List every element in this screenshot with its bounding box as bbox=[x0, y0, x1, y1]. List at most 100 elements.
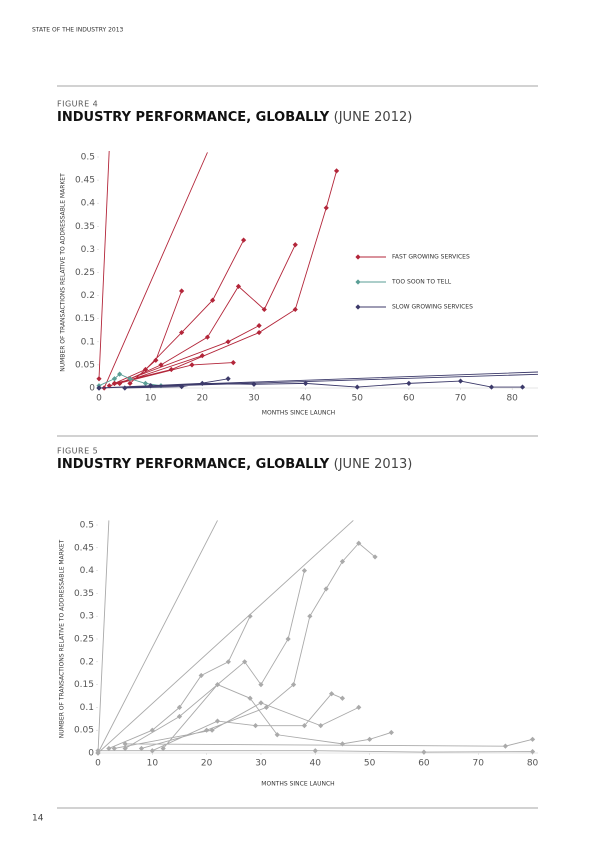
y-tick-label: 0.5 bbox=[81, 153, 95, 163]
title-text: INDUSTRY PERFORMANCE, GLOBALLY bbox=[57, 110, 330, 125]
x-tick-label: 10 bbox=[147, 759, 159, 769]
data-point bbox=[168, 366, 174, 373]
data-point bbox=[529, 749, 536, 755]
data-point bbox=[285, 636, 291, 642]
data-point bbox=[127, 380, 133, 386]
y-tick-label: 0.35 bbox=[75, 222, 95, 232]
legend-label: FAST GROWING SERVICES bbox=[392, 254, 470, 261]
data-point bbox=[301, 568, 308, 574]
data-point bbox=[261, 306, 267, 313]
data-point bbox=[106, 745, 112, 752]
legend-marker bbox=[355, 304, 361, 310]
data-point bbox=[198, 672, 204, 679]
x-tick-label: 20 bbox=[197, 394, 209, 404]
data-point bbox=[328, 691, 335, 697]
figure-label: FIGURE 4 bbox=[57, 100, 98, 109]
y-tick-label: 0.15 bbox=[75, 314, 95, 324]
y-tick-label: 0.2 bbox=[80, 657, 94, 667]
y-tick-label: 0.3 bbox=[81, 245, 95, 255]
data-point bbox=[149, 727, 155, 733]
data-point bbox=[274, 732, 280, 738]
data-point bbox=[204, 727, 210, 733]
y-tick-label: 0 bbox=[89, 384, 95, 394]
data-point bbox=[204, 334, 211, 340]
data-point bbox=[158, 362, 164, 368]
y-tick-label: 0.05 bbox=[74, 726, 94, 736]
x-tick-label: 60 bbox=[418, 759, 430, 769]
x-tick-label: 70 bbox=[473, 759, 485, 769]
data-point bbox=[339, 741, 346, 747]
data-point bbox=[263, 704, 269, 710]
y-tick-label: 0.4 bbox=[80, 566, 95, 576]
data-point bbox=[339, 695, 346, 701]
plot-area bbox=[95, 520, 536, 756]
data-point bbox=[122, 741, 128, 747]
data-point bbox=[96, 385, 102, 391]
data-point bbox=[230, 359, 236, 366]
data-point bbox=[179, 329, 185, 336]
data-point bbox=[301, 723, 308, 729]
y-tick-label: 0.25 bbox=[75, 268, 95, 278]
data-point bbox=[176, 713, 183, 720]
y-tick-label: 0.25 bbox=[74, 635, 94, 645]
figure-label: FIGURE 5 bbox=[57, 447, 98, 456]
data-point bbox=[117, 371, 123, 377]
y-axis-label: NUMBER OF TRANSACTIONS RELATIVE TO ADDRE… bbox=[59, 539, 66, 738]
data-point bbox=[502, 743, 509, 749]
title-note: (JUNE 2012) bbox=[334, 110, 413, 125]
data-point bbox=[160, 745, 166, 752]
data-point bbox=[189, 362, 195, 368]
data-point bbox=[148, 383, 154, 389]
data-point bbox=[225, 659, 231, 665]
data-point bbox=[225, 376, 231, 382]
y-tick-label: 0.05 bbox=[75, 360, 95, 370]
data-point bbox=[247, 613, 253, 619]
y-tick-label: 0.4 bbox=[81, 199, 96, 209]
data-point bbox=[529, 736, 536, 742]
y-tick-label: 0.35 bbox=[74, 589, 94, 599]
legend-marker bbox=[355, 279, 361, 285]
data-point bbox=[142, 366, 149, 373]
data-point bbox=[138, 745, 145, 752]
x-tick-label: 10 bbox=[145, 394, 157, 404]
x-tick-label: 30 bbox=[248, 394, 260, 404]
series-line bbox=[98, 373, 162, 387]
data-point bbox=[406, 380, 412, 386]
data-point bbox=[333, 168, 340, 174]
data-point bbox=[519, 384, 526, 390]
data-point bbox=[256, 329, 262, 336]
data-point bbox=[214, 718, 221, 724]
page-number: 14 bbox=[32, 814, 44, 824]
data-point bbox=[247, 695, 253, 701]
title-note: (JUNE 2013) bbox=[334, 457, 413, 472]
data-point bbox=[312, 748, 318, 754]
legend-label: SLOW GROWING SERVICES bbox=[392, 304, 473, 311]
data-point bbox=[225, 339, 231, 345]
data-point bbox=[199, 353, 205, 359]
data-point bbox=[96, 376, 102, 382]
y-tick-label: 0 bbox=[88, 749, 94, 759]
data-point bbox=[179, 384, 185, 390]
data-point bbox=[290, 682, 297, 688]
x-tick-label: 40 bbox=[310, 759, 322, 769]
x-tick-label: 80 bbox=[506, 394, 518, 404]
data-point bbox=[153, 357, 159, 363]
data-point bbox=[388, 729, 394, 736]
data-point bbox=[199, 380, 205, 386]
data-point bbox=[457, 378, 464, 384]
plot-area bbox=[96, 151, 538, 391]
x-tick-label: 0 bbox=[96, 394, 102, 404]
data-point bbox=[127, 376, 133, 382]
x-tick-label: 30 bbox=[255, 759, 267, 769]
data-point bbox=[356, 540, 362, 546]
x-axis-label: MONTHS SINCE LAUNCH bbox=[262, 410, 335, 417]
x-axis-label: MONTHS SINCE LAUNCH bbox=[261, 781, 334, 788]
data-point bbox=[356, 704, 362, 710]
data-point bbox=[307, 613, 313, 619]
chart-title: INDUSTRY PERFORMANCE, GLOBALLY (JUNE 201… bbox=[57, 457, 412, 472]
y-tick-label: 0.2 bbox=[81, 291, 95, 301]
data-point bbox=[111, 376, 118, 382]
y-tick-label: 0.3 bbox=[80, 612, 94, 622]
chart-title: INDUSTRY PERFORMANCE, GLOBALLY (JUNE 201… bbox=[57, 110, 412, 125]
data-point bbox=[302, 380, 309, 386]
